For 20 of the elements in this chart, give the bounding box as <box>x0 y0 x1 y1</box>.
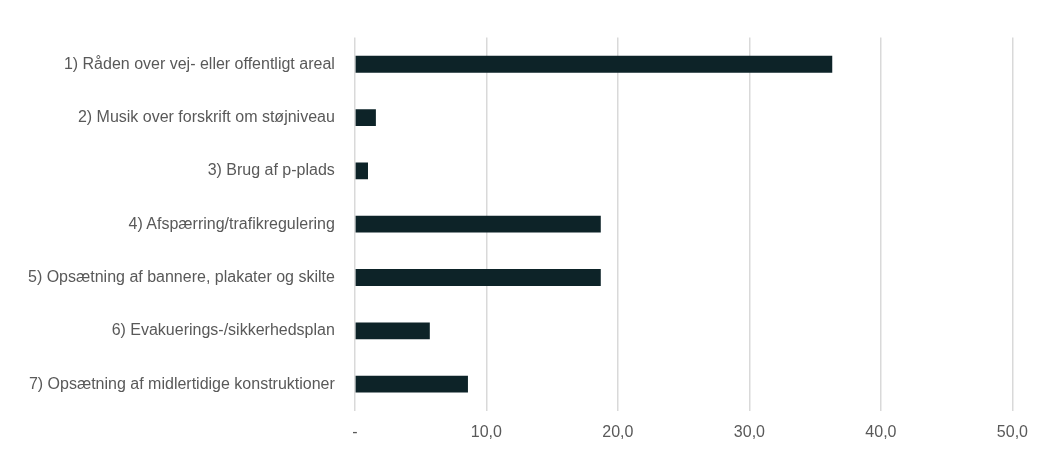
bar <box>355 109 376 126</box>
x-tick-label: 20,0 <box>602 422 634 440</box>
bar <box>355 375 468 393</box>
bar <box>355 269 601 286</box>
x-tick-label: 10,0 <box>470 422 503 440</box>
y-tick-label: 6) Evakuerings-/sikkerhedsplan <box>111 321 335 339</box>
y-tick-label: 2) Musik over forskrift om støjniveau <box>77 107 335 125</box>
y-tick-label: 7) Opsætning af midlertidige konstruktioner <box>28 374 336 392</box>
bar <box>355 215 601 233</box>
x-tick-label: 30,0 <box>733 422 766 440</box>
y-tick-label: 1) Råden over vej- eller offentligt areal <box>63 54 335 72</box>
x-tick-label: 40,0 <box>865 422 897 440</box>
bar <box>355 55 833 73</box>
y-tick-label: 3) Brug af p-plads <box>207 161 335 179</box>
y-tick-label: 4) Afspærring/trafikregulering <box>128 214 335 232</box>
y-tick-label: 5) Opsætning af bannere, plakater og skilte <box>28 267 335 285</box>
x-tick-label: 50,0 <box>996 422 1029 440</box>
bar <box>355 322 430 340</box>
bar <box>355 162 368 180</box>
x-tick-label: - <box>352 422 358 440</box>
